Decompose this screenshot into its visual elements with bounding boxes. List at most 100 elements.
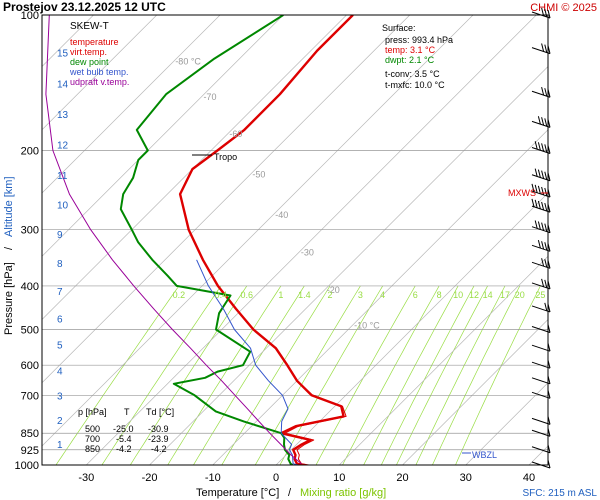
altitude-tick-8: 8: [57, 259, 63, 270]
wind-barb-feather: [537, 169, 541, 178]
wind-barb-250: [531, 183, 551, 198]
wind-barb-feather: [547, 145, 551, 154]
wind-barb-feather: [534, 220, 538, 229]
pressure-tick-925: 925: [21, 445, 39, 457]
table-head-t: T: [124, 407, 130, 417]
series-line-2: [119, 15, 294, 465]
wind-barb-feather: [544, 242, 548, 251]
isotherm-label--50: -50: [252, 169, 265, 179]
wind-barb-600: [531, 360, 551, 369]
y-axis-label-altitude: Altitude [km]: [3, 176, 15, 237]
y-axis-label-pressure: Pressure [hPa]: [3, 262, 15, 335]
wind-barb-shaft: [531, 417, 551, 425]
altitude-tick-14: 14: [57, 80, 69, 91]
wind-barb-120: [531, 43, 551, 55]
x-axis-label-temperature: Temperature [°C]: [196, 487, 279, 499]
wind-barb-shaft: [531, 226, 551, 234]
wind-barb-shaft: [531, 377, 551, 385]
wind-barb-300: [531, 220, 551, 234]
wind-barb-feather: [544, 202, 548, 212]
mixing-ratio-label-5: 2: [328, 290, 333, 300]
wind-barb-850: [531, 428, 551, 437]
wind-barb-feather: [541, 170, 545, 179]
wind-barb-shaft: [531, 90, 551, 98]
altitude-tick-3: 3: [57, 392, 63, 403]
wind-barb-feather: [537, 185, 541, 195]
temp-tick-40: 40: [523, 472, 535, 484]
x-axis-title: Temperature [°C] / Mixing ratio [g/kg]: [196, 487, 386, 499]
mixing-ratio-label-15: 25: [535, 290, 545, 300]
legend-virt-temp: virt.temp.: [70, 47, 107, 57]
wbzl-label: WBZL: [472, 450, 497, 460]
altitude-tick-15: 15: [57, 48, 69, 59]
altitude-tick-11: 11: [57, 171, 68, 182]
wind-barb-feather: [531, 183, 535, 192]
isotherm--50: [42, 15, 411, 384]
mixing-ratio-label-1: 0.4: [215, 290, 228, 300]
wind-barb-feather: [541, 278, 545, 287]
wind-barb-feather: [547, 188, 551, 198]
isotherm--60: [42, 15, 347, 321]
mixing-ratio-label-14: 20: [515, 290, 525, 300]
surface-title: Surface:: [382, 23, 416, 33]
isotherm-label--10: -10 °C: [354, 321, 380, 331]
isotherm-label--60: -60: [229, 129, 242, 139]
wind-barb-100: [531, 7, 551, 19]
wind-barb-feather: [547, 89, 551, 98]
wind-barb-feather: [547, 9, 551, 19]
wind-barb-550: [531, 343, 551, 352]
table-row-500-p: 500: [85, 424, 100, 434]
mixing-ratio-label-13: 17: [500, 290, 510, 300]
wind-barb-800: [531, 416, 551, 425]
temp-tick--20: -20: [142, 472, 158, 484]
wind-barb-feather: [547, 45, 551, 54]
wind-barb-shaft: [531, 446, 551, 454]
table-head-td: Td [°C]: [146, 407, 174, 417]
table-row-850-t: -4.2: [116, 444, 132, 454]
wind-barb-500: [531, 324, 551, 334]
isotherm-20: [402, 319, 548, 465]
wind-barb-shaft: [531, 326, 551, 334]
isotherm-label--30: -30: [301, 247, 314, 257]
pressure-tick-400: 400: [21, 281, 39, 293]
mixing-ratio-label-7: 4: [380, 290, 385, 300]
table-head-p: p [hPa]: [78, 407, 107, 417]
table-row-850-td: -4.2: [151, 444, 167, 454]
legend-wet-bulb: wet bulb temp.: [69, 67, 129, 77]
pressure-tick-500: 500: [21, 325, 39, 337]
wind-barb-shaft: [531, 47, 551, 55]
wind-barb-shaft: [531, 361, 551, 369]
altitude-tick-12: 12: [57, 141, 69, 152]
isotherm--30: [86, 15, 537, 465]
legend-updraft: udpraft v.temp.: [70, 77, 129, 87]
pressure-tick-200: 200: [21, 145, 39, 157]
wind-barb-feather: [541, 7, 545, 17]
altitude-tick-4: 4: [57, 366, 63, 377]
surface-dwpt: dwpt: 2.1 °C: [385, 55, 435, 65]
wind-barb-feather: [534, 141, 538, 150]
wind-barb-feather: [544, 187, 548, 197]
wind-barb-feather: [544, 223, 548, 232]
temp-tick-30: 30: [460, 472, 472, 484]
wind-barb-feather: [544, 8, 548, 18]
sfc-label: SFC: 215 m ASL: [523, 488, 598, 499]
series-line-3: [196, 259, 299, 465]
temp-tick--30: -30: [78, 472, 94, 484]
isotherm-30: [465, 382, 548, 465]
table-row-700-p: 700: [85, 434, 100, 444]
altitude-tick-2: 2: [57, 416, 63, 427]
wind-barb-feather: [547, 459, 551, 469]
wind-barb-feather: [531, 198, 535, 207]
wind-barb-200: [531, 141, 551, 154]
surface-tconv: t-conv: 3.5 °C: [385, 69, 440, 79]
wind-barb-feather: [541, 241, 545, 250]
pressure-tick-1000: 1000: [15, 460, 39, 472]
wind-barb-feather: [541, 43, 545, 52]
wind-barb-feather: [544, 88, 548, 97]
wind-barb-feather: [547, 280, 551, 290]
wind-barb-feather: [547, 343, 551, 352]
altitude-tick-10: 10: [57, 201, 69, 212]
mxws-label: MXWS: [508, 188, 536, 198]
legend-title: SKEW-T: [70, 21, 109, 32]
